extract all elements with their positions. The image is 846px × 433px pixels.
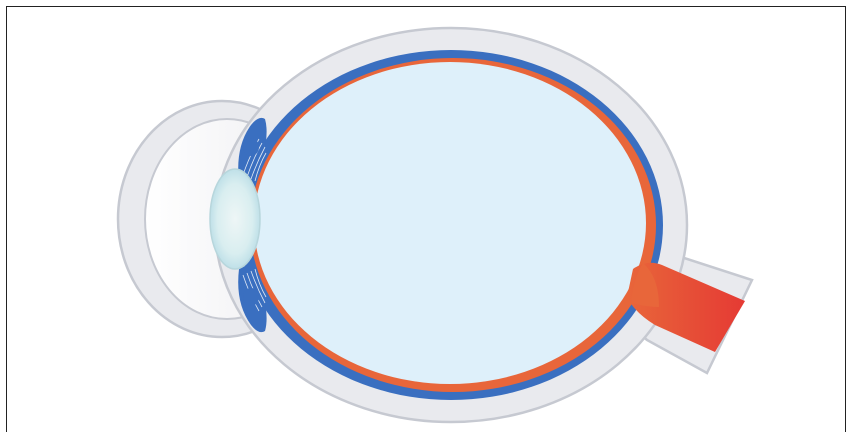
diagram-frame [6,6,846,432]
optic-nerve [627,262,745,352]
ciliary-body-lower [243,288,259,306]
ciliary-body-upper [243,138,259,156]
eye-diagram [116,26,754,424]
lens [209,168,261,270]
optic-nerve-disc [631,263,659,307]
vitreous-body [254,62,646,384]
